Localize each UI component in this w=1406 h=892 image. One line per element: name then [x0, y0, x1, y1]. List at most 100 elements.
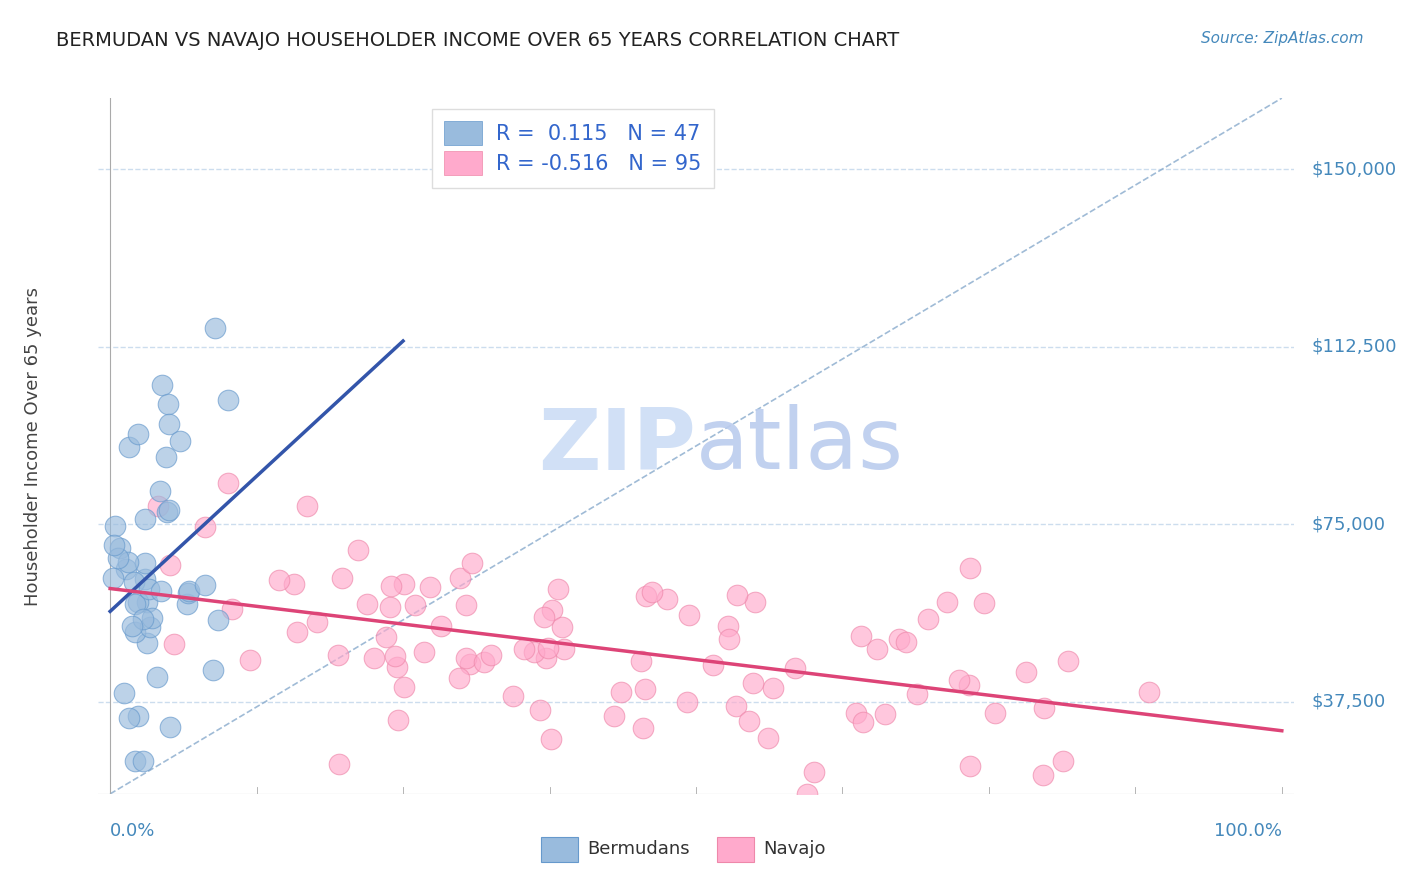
Point	[328, 648, 350, 663]
Point	[121, 619, 143, 633]
Point	[149, 483, 172, 498]
Point	[150, 583, 173, 598]
Point	[380, 579, 402, 593]
Point	[1052, 754, 1074, 768]
Point	[101, 571, 124, 585]
Point	[169, 434, 191, 448]
Point	[896, 635, 918, 649]
Point	[134, 572, 156, 586]
Point	[1137, 685, 1160, 699]
Point	[194, 520, 217, 534]
Point	[738, 714, 761, 728]
Point	[742, 676, 765, 690]
Point	[328, 757, 350, 772]
Point	[131, 754, 153, 768]
Point	[762, 681, 785, 695]
Point	[267, 573, 290, 587]
Point	[307, 615, 329, 629]
Point	[134, 512, 156, 526]
Text: $37,500: $37,500	[1312, 692, 1386, 711]
Point	[374, 630, 396, 644]
Point	[1032, 767, 1054, 781]
Text: Bermudans: Bermudans	[588, 840, 690, 858]
Text: $75,000: $75,000	[1312, 515, 1385, 533]
Point	[112, 686, 135, 700]
Point	[851, 629, 873, 643]
Point	[141, 610, 163, 624]
Point	[533, 610, 555, 624]
Point	[283, 577, 305, 591]
Point	[547, 582, 569, 596]
Point	[678, 607, 700, 622]
Point	[785, 661, 807, 675]
Point	[449, 571, 471, 585]
Point	[404, 599, 426, 613]
Point	[127, 427, 149, 442]
Point	[159, 721, 181, 735]
Point	[529, 703, 551, 717]
Point	[634, 681, 657, 696]
Point	[630, 654, 652, 668]
Point	[387, 713, 409, 727]
Point	[118, 711, 141, 725]
Point	[717, 619, 740, 633]
Point	[702, 657, 724, 672]
Point	[207, 613, 229, 627]
Point	[104, 519, 127, 533]
Point	[905, 687, 928, 701]
Point	[124, 624, 146, 639]
Point	[356, 597, 378, 611]
Point	[724, 698, 747, 713]
Point	[115, 562, 138, 576]
Point	[458, 657, 481, 672]
Point	[157, 397, 180, 411]
Point	[744, 595, 766, 609]
Point	[430, 618, 453, 632]
Point	[472, 655, 495, 669]
Point	[523, 645, 546, 659]
Point	[675, 695, 697, 709]
Point	[456, 599, 478, 613]
Point	[551, 620, 574, 634]
Point	[159, 558, 181, 572]
Point	[179, 583, 201, 598]
Point	[540, 732, 562, 747]
Point	[873, 707, 896, 722]
Point	[103, 538, 125, 552]
Text: Navajo: Navajo	[763, 840, 825, 858]
Point	[145, 670, 167, 684]
Point	[536, 651, 558, 665]
Point	[385, 660, 408, 674]
Point	[852, 714, 875, 729]
Point	[948, 673, 970, 688]
Point	[392, 680, 415, 694]
Point	[889, 632, 911, 646]
Legend: R =  0.115   N = 47, R = -0.516   N = 95: R = 0.115 N = 47, R = -0.516 N = 95	[432, 109, 714, 188]
Point	[127, 595, 149, 609]
Point	[363, 650, 385, 665]
Point	[845, 706, 868, 720]
Text: 100.0%: 100.0%	[1213, 822, 1282, 839]
Point	[641, 585, 664, 599]
Point	[177, 586, 200, 600]
Point	[136, 595, 159, 609]
Point	[419, 580, 441, 594]
Point	[117, 555, 139, 569]
Point	[803, 764, 825, 779]
Point	[150, 377, 173, 392]
Point	[392, 577, 415, 591]
Point	[108, 541, 131, 555]
Point	[959, 561, 981, 575]
Point	[218, 392, 240, 407]
Point	[959, 758, 981, 772]
Point	[204, 321, 226, 335]
Point	[456, 651, 478, 665]
Text: atlas: atlas	[696, 404, 904, 488]
Point	[553, 642, 575, 657]
Point	[602, 709, 624, 723]
Point	[239, 653, 262, 667]
Point	[1015, 665, 1038, 680]
Point	[155, 450, 177, 465]
Point	[163, 637, 186, 651]
Point	[139, 620, 162, 634]
